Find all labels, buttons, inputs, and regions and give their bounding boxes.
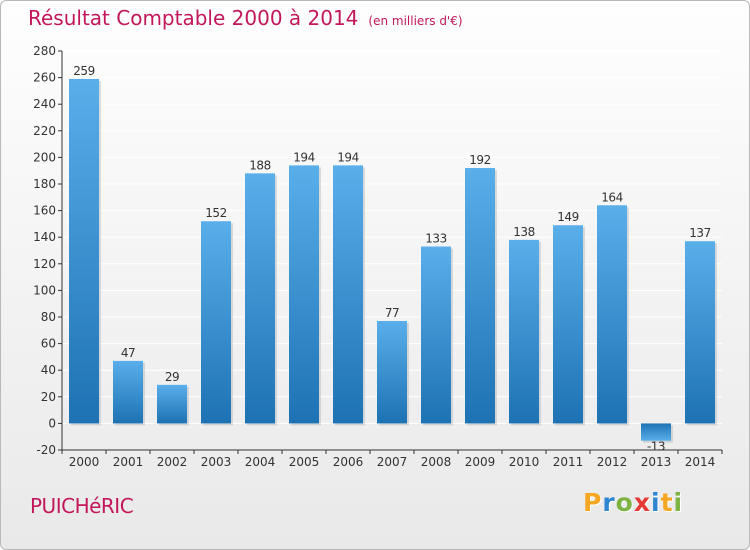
bar-2010 — [509, 239, 539, 424]
x-tick-label: 2009 — [465, 455, 496, 469]
y-tick-label: 260 — [33, 71, 56, 85]
logo-letter: r — [602, 488, 616, 517]
x-tick-label: 2011 — [553, 455, 584, 469]
x-tick-label: 2000 — [69, 455, 100, 469]
data-label-2013: -13 — [647, 440, 665, 454]
data-label-2002: 29 — [165, 370, 179, 384]
x-tick-label: 2013 — [641, 455, 672, 469]
bar-2006 — [333, 165, 363, 424]
title-text: Résultat Comptable 2000 à 2014 — [28, 6, 359, 30]
bar-2013 — [641, 423, 671, 441]
proxiti-logo[interactable]: Proxiti — [583, 488, 683, 517]
x-tick-label: 2005 — [289, 455, 320, 469]
x-tick-label: 2003 — [201, 455, 232, 469]
data-label-2007: 77 — [385, 306, 399, 320]
bar-2003 — [201, 221, 231, 424]
commune-name: PUICHéRIC — [30, 494, 134, 518]
y-tick-label: 40 — [41, 363, 56, 377]
y-tick-label: 0 — [48, 416, 56, 430]
data-label-2004: 188 — [249, 158, 270, 172]
y-tick-label: 60 — [41, 337, 56, 351]
y-tick-label: 120 — [33, 257, 56, 271]
logo-letter: t — [660, 488, 674, 517]
y-tick-label: 280 — [33, 44, 56, 58]
bar-2007 — [377, 320, 407, 424]
data-label-2000: 259 — [73, 64, 94, 78]
chart-title: Résultat Comptable 2000 à 2014 (en millie… — [28, 6, 463, 30]
y-tick-label: 140 — [33, 230, 56, 244]
y-tick-label: 240 — [33, 97, 56, 111]
y-tick-label: 20 — [41, 390, 56, 404]
axes: -20 0 20 40 60 80 100 120 140 160 180 200 220 240 260 2… — [33, 44, 723, 469]
bar-2008 — [421, 246, 451, 424]
x-tick-label: 2007 — [377, 455, 408, 469]
bar-2014 — [685, 241, 715, 424]
y-tick-label: 180 — [33, 177, 56, 191]
data-label-2005: 194 — [293, 150, 314, 164]
x-tick-label: 2004 — [245, 455, 276, 469]
x-tick-label: 2002 — [157, 455, 188, 469]
data-label-2001: 47 — [121, 346, 135, 360]
logo-letter: i — [651, 488, 661, 517]
y-tick-label: 200 — [33, 150, 56, 164]
y-tick-label: 80 — [41, 310, 56, 324]
unit-note: (en milliers d'€) — [368, 14, 463, 28]
data-label-2011: 149 — [557, 210, 578, 224]
data-label-2003: 152 — [205, 206, 226, 220]
bar-2009 — [465, 168, 495, 424]
y-tick-label: 220 — [33, 124, 56, 138]
x-tick-label: 2014 — [685, 455, 716, 469]
y-tick-label: -20 — [36, 443, 56, 457]
data-label-2008: 133 — [425, 232, 446, 246]
logo-letter: i — [673, 488, 684, 517]
bar-2001 — [113, 360, 143, 424]
data-label-2009: 192 — [469, 153, 490, 167]
data-label-2012: 164 — [601, 190, 622, 204]
bar-2005 — [289, 165, 319, 424]
bar-2012 — [597, 205, 627, 424]
bars — [69, 78, 717, 443]
x-tick-label: 2012 — [597, 455, 628, 469]
logo-letter: x — [633, 488, 651, 517]
bar-2004 — [245, 173, 275, 424]
bar-2011 — [553, 225, 583, 424]
logo-letter: o — [615, 488, 634, 517]
y-tick-label: 100 — [33, 283, 56, 297]
x-tick-label: 2006 — [333, 455, 364, 469]
data-labels: 259 47 29 152 188 194 194 77 133 192 138 149 164 -13 1… — [73, 64, 711, 454]
x-tick-label: 2001 — [113, 455, 144, 469]
bar-2000 — [69, 78, 99, 424]
data-label-2006: 194 — [337, 150, 358, 164]
x-tick-label: 2008 — [421, 455, 452, 469]
y-tick-label: 160 — [33, 204, 56, 218]
data-label-2014: 137 — [689, 226, 710, 240]
logo-letter: P — [583, 488, 603, 517]
bar-2002 — [157, 384, 187, 424]
x-tick-label: 2010 — [509, 455, 540, 469]
data-label-2010: 138 — [513, 225, 534, 239]
